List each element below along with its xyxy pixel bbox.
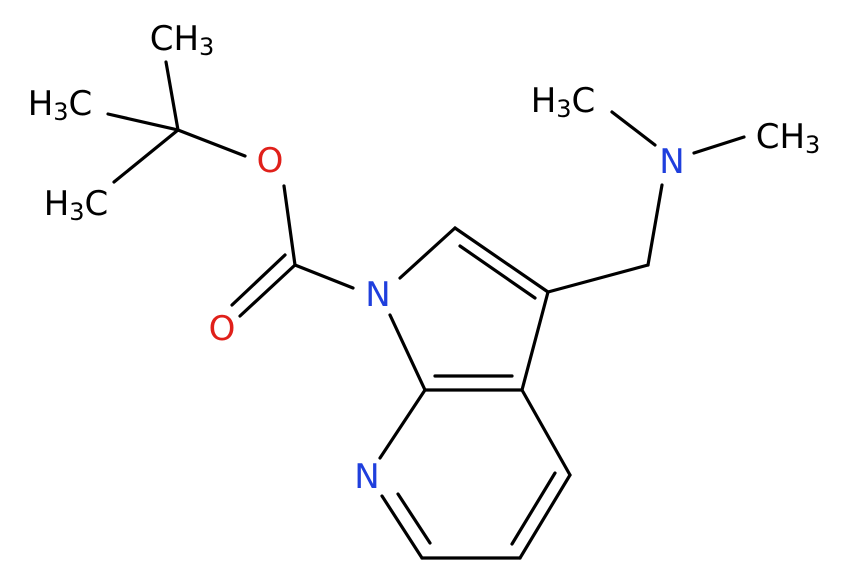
bond (453, 226, 550, 294)
bond (238, 263, 297, 318)
bond (692, 135, 746, 155)
bond (518, 473, 572, 560)
bond (164, 60, 180, 132)
atom-label: N (659, 142, 684, 182)
bond (396, 492, 432, 545)
bond (646, 183, 664, 267)
bond (282, 184, 297, 267)
atom-label: N (365, 275, 390, 315)
bond (510, 471, 557, 546)
atom-label: CH3 (150, 19, 215, 62)
bond (230, 253, 287, 307)
bond (520, 290, 550, 392)
bond (106, 112, 180, 132)
bond (398, 226, 457, 280)
atom-label: N (354, 457, 379, 497)
bond (380, 494, 424, 560)
bond (176, 128, 247, 158)
bond (378, 388, 427, 460)
bond (546, 263, 650, 294)
atom-label: H3C (531, 81, 596, 124)
atom-label: CH3 (756, 117, 821, 160)
bond (610, 110, 657, 147)
bond (520, 388, 572, 477)
bonds (106, 60, 746, 560)
atom-label: O (209, 309, 236, 349)
bond (388, 313, 427, 392)
atom-label: H3C (28, 84, 93, 127)
bond (293, 263, 355, 290)
bond (458, 244, 537, 300)
bond (112, 128, 180, 184)
atom-label: H3C (44, 184, 109, 227)
atom-labels: CH3 H3C H3C O O N N H3C N CH3 (28, 19, 821, 497)
atom-label: O (257, 141, 284, 181)
